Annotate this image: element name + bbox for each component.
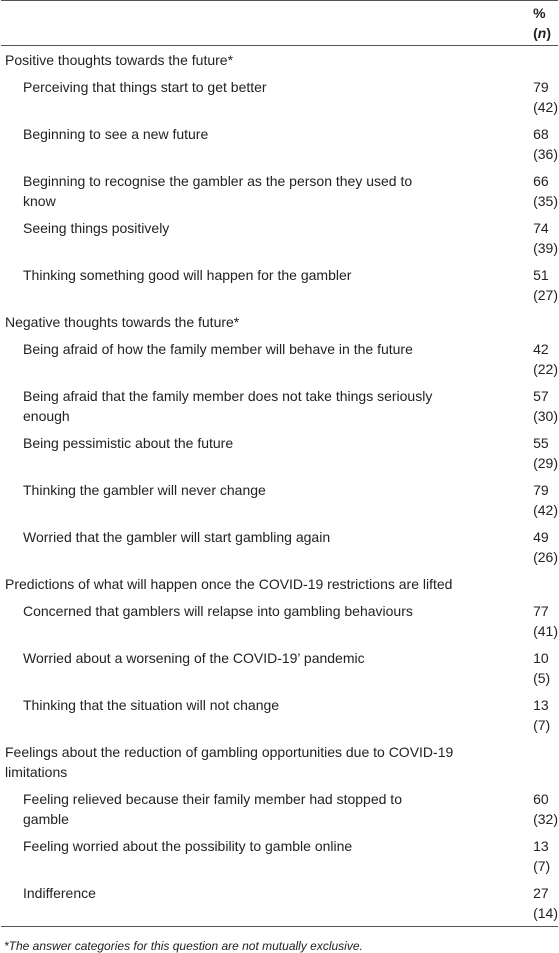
item-value: 13 (7) [533,696,551,733]
item-row: Thinking the gambler will never change 79… [1,476,558,523]
group-row: Feelings about the reduction of gambling… [1,738,558,785]
item-row: Concerned that gamblers will relapse int… [1,597,558,644]
item-row: Feeling relieved because their family me… [1,785,558,832]
item-value: 57 (30) [533,387,559,424]
results-table: % (n) Positive thoughts towards the futu… [1,0,558,927]
header-n: n [537,25,547,41]
item-row: Beginning to see a new future 68 (36) [1,120,558,167]
item-row: Thinking that the situation will not cha… [1,691,558,738]
item-value: 49 (26) [533,528,559,565]
item-label: Feeling relieved because their family me… [23,790,402,827]
item-row: Perceiving that things start to get bett… [1,73,558,120]
header-prefix: % ( [533,5,546,41]
item-label: Indifference [23,884,96,901]
item-value: 66 (35) [533,172,559,209]
header-cell: % (n) [527,0,558,46]
item-value: 13 (7) [533,837,551,874]
item-row: Being pessimistic about the future 55 (29… [1,429,558,476]
item-label: Feeling worried about the possibility to… [23,837,353,854]
item-row: Feeling worried about the possibility to… [1,832,558,879]
table-body: Positive thoughts towards the future* Per… [1,46,558,927]
item-label: Worried that the gambler will start gamb… [23,528,331,545]
item-value: 79 (42) [533,481,559,518]
item-value: 10 (5) [533,649,551,686]
item-label: Perceiving that things start to get bett… [23,78,267,95]
item-label: Beginning to recognise the gambler as th… [23,172,413,209]
item-row: Indifference 27 (14) [1,879,558,927]
item-label: Seeing things positively [23,219,170,236]
header-empty [1,0,528,46]
item-value: 27 (14) [533,884,559,921]
item-row: Beginning to recognise the gambler as th… [1,167,558,214]
item-value: 77 (41) [533,602,559,639]
item-value: 74 (39) [533,219,559,256]
group-row: Predictions of what will happen once the… [1,570,558,597]
item-row: Being afraid of how the family member wi… [1,335,558,382]
item-label: Beginning to see a new future [23,125,209,142]
group-row: Positive thoughts towards the future* [1,46,558,74]
item-label: Concerned that gamblers will relapse int… [23,602,413,619]
item-value: 68 (36) [533,125,559,162]
item-value: 60 (32) [533,790,559,827]
group-title: Negative thoughts towards the future* [5,313,240,330]
table-header: % (n) [1,0,558,46]
item-label: Thinking that the situation will not cha… [23,696,280,713]
header-suffix: ) [546,25,552,41]
item-label: Being pessimistic about the future [23,434,234,451]
item-row: Seeing things positively 74 (39) [1,214,558,261]
item-value: 42 (22) [533,340,559,377]
item-value: 79 (42) [533,78,559,115]
header-row: % (n) [1,0,558,46]
item-label: Thinking the gambler will never change [23,481,266,498]
item-row: Thinking something good will happen for … [1,261,558,308]
group-title: Predictions of what will happen once the… [5,575,453,592]
item-label: Being afraid that the family member does… [23,387,433,424]
item-row: Being afraid that the family member does… [1,382,558,429]
group-title: Feelings about the reduction of gambling… [5,743,454,780]
item-row: Worried that the gambler will start gamb… [1,523,558,570]
item-value: 51 (27) [533,266,559,303]
item-value: 55 (29) [533,434,559,471]
item-label: Being afraid of how the family member wi… [23,340,413,357]
item-row: Worried about a worsening of the COVID-1… [1,644,558,691]
group-row: Negative thoughts towards the future* [1,308,558,335]
group-title: Positive thoughts towards the future* [5,51,234,68]
footnote: *The answer categories for this question… [4,939,363,953]
item-label: Thinking something good will happen for … [23,266,352,283]
item-label: Worried about a worsening of the COVID-1… [23,649,365,666]
